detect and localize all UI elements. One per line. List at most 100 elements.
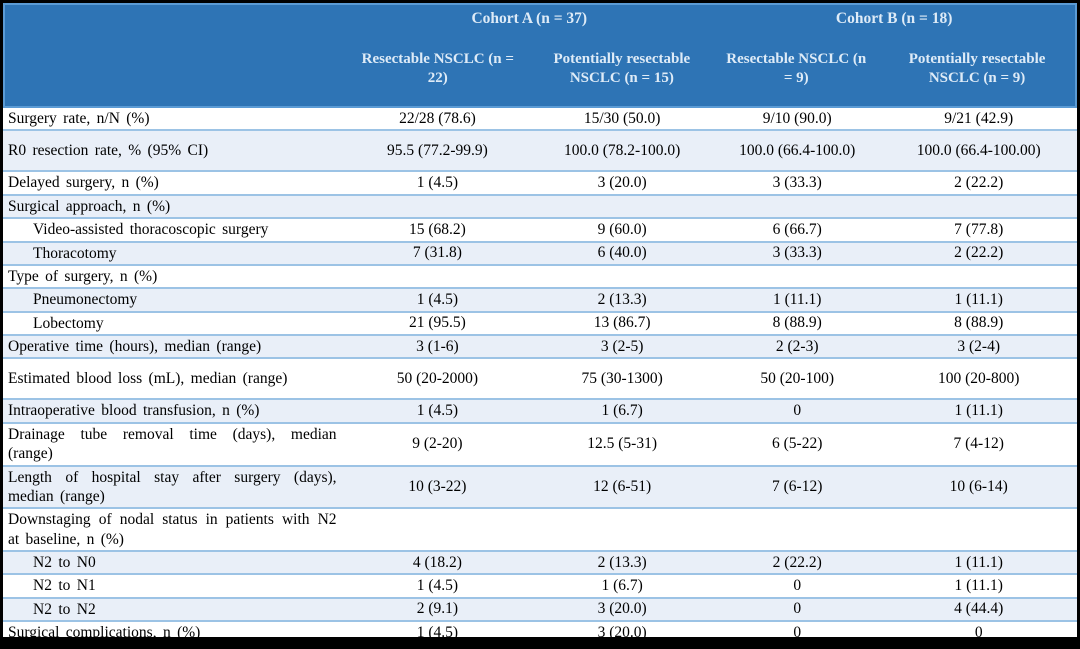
- row-value-cohort-a-potentially: 3 (20.0): [597, 600, 647, 618]
- row-value-cohort-b-resectable: 2 (2-3): [775, 337, 819, 355]
- table-row: Type of surgery, n (%): [3, 263, 1077, 288]
- row-value-cohort-a-resectable: 4 (18.2): [412, 553, 462, 571]
- row-value-cohort-a-potentially: 3 (20.0): [597, 623, 647, 637]
- row-value-cohort-a-potentially: 1 (6.7): [601, 577, 643, 595]
- row-value-cohort-a-resectable: 1 (4.5): [416, 402, 459, 420]
- row-label: Intraoperative blood transfusion, n (%): [8, 402, 260, 420]
- row-value-cohort-b-resectable: 3 (33.3): [772, 244, 822, 262]
- row-label: N2 to N0: [33, 554, 96, 571]
- table-row: Delayed surgery, n (%) 1 (4.5) 3 (20.0) …: [3, 170, 1077, 194]
- row-value-cohort-a-potentially: 12.5 (5-31): [587, 435, 658, 453]
- row-value-cohort-b-potentially: 3 (2-4): [957, 337, 1001, 355]
- row-value-cohort-a-potentially: 3 (20.0): [597, 174, 647, 192]
- table-row: Pneumonectomy 1 (4.5) 2 (13.3) 1 (11.1) …: [3, 287, 1077, 311]
- row-label: Delayed surgery, n (%): [8, 174, 159, 192]
- row-label: Video-assisted thoracoscopic surgery: [33, 221, 269, 239]
- row-value-cohort-a-potentially: 12 (6-51): [593, 477, 652, 495]
- row-value-cohort-b-resectable: [714, 276, 880, 278]
- row-value-cohort-a-resectable: 3 (1-6): [416, 337, 459, 355]
- cohort-b-header: Cohort B (n = 18): [835, 9, 953, 27]
- row-value-cohort-a-resectable: 95.5 (77.2-99.9): [387, 141, 488, 159]
- row-value-cohort-b-resectable: [714, 205, 880, 207]
- column-header-potentially-resectable-a: Potentially resectable NSCLC (n = 15): [553, 51, 691, 86]
- surgery-outcomes-table: Cohort A (n = 37) Cohort B (n = 18) Rese…: [3, 3, 1077, 637]
- row-value-cohort-b-resectable: [714, 529, 880, 531]
- row-value-cohort-b-potentially: 100.0 (66.4-100.00): [916, 141, 1041, 159]
- row-value-cohort-b-potentially: [880, 529, 1077, 531]
- table-row: Video-assisted thoracoscopic surgery 15 …: [3, 217, 1077, 241]
- row-label: Surgery rate, n/N (%): [8, 110, 150, 127]
- row-value-cohort-b-potentially: 1 (11.1): [954, 553, 1003, 571]
- row-value-cohort-a-resectable: 2 (9.1): [416, 600, 459, 618]
- table-row: Length of hospital stay after surgery (d…: [3, 464, 1077, 508]
- row-value-cohort-b-potentially: 4 (44.4): [954, 600, 1004, 618]
- row-value-cohort-b-potentially: 9/21 (42.9): [944, 109, 1014, 127]
- row-value-cohort-a-resectable: 7 (31.8): [412, 244, 462, 262]
- row-value-cohort-b-resectable: 50 (20-100): [760, 369, 835, 387]
- row-label: N2 to N1: [33, 577, 96, 595]
- row-value-cohort-a-potentially: [530, 529, 714, 531]
- row-label: Lobectomy: [33, 314, 104, 332]
- column-header-row: Resectable NSCLC (n = 22) Potentially re…: [5, 32, 1075, 106]
- table-body: Surgery rate, n/N (%) 22/28 (78.6) 15/30…: [3, 108, 1077, 637]
- row-value-cohort-a-potentially: 6 (40.0): [597, 244, 647, 262]
- row-value-cohort-a-potentially: 1 (6.7): [601, 402, 643, 420]
- row-label: Surgical complications, n (%): [8, 624, 201, 637]
- row-value-cohort-b-potentially: 7 (4-12): [953, 435, 1004, 453]
- row-label: Operative time (hours), median (range): [8, 338, 262, 355]
- table-row: N2 to N0 4 (18.2) 2 (13.3) 2 (22.2) 1 (1…: [3, 550, 1077, 574]
- table-row: Drainage tube removal time (days), media…: [3, 421, 1077, 465]
- row-value-cohort-a-potentially: 15/30 (50.0): [583, 109, 661, 127]
- row-value-cohort-a-potentially: 13 (86.7): [593, 314, 651, 332]
- row-label: Pneumonectomy: [33, 291, 138, 309]
- row-value-cohort-a-potentially: 2 (13.3): [597, 553, 647, 571]
- row-value-cohort-a-resectable: 1 (4.5): [416, 623, 459, 637]
- row-value-cohort-a-potentially: [530, 205, 714, 207]
- row-value-cohort-b-resectable: 6 (5-22): [772, 435, 823, 453]
- row-value-cohort-a-resectable: 1 (4.5): [416, 290, 459, 308]
- row-value-cohort-a-potentially: [530, 276, 714, 278]
- row-value-cohort-a-resectable: [345, 276, 531, 278]
- row-value-cohort-b-potentially: [880, 205, 1077, 207]
- header-spacer: [5, 32, 345, 106]
- row-value-cohort-b-potentially: 7 (77.8): [954, 220, 1004, 238]
- row-value-cohort-a-potentially: 9 (60.0): [597, 220, 647, 238]
- row-value-cohort-a-resectable: 22/28 (78.6): [399, 109, 476, 127]
- table-row: R0 resection rate, % (95% CI) 95.5 (77.2…: [3, 129, 1077, 171]
- row-value-cohort-b-potentially: 8 (88.9): [954, 314, 1004, 332]
- row-label: Length of hospital stay after surgery (d…: [8, 468, 337, 505]
- row-value-cohort-a-resectable: [345, 205, 531, 207]
- row-value-cohort-b-resectable: 9/10 (90.0): [762, 109, 832, 127]
- row-value-cohort-b-resectable: 0: [793, 600, 802, 618]
- row-value-cohort-b-resectable: 7 (6-12): [772, 477, 823, 495]
- table-row: N2 to N1 1 (4.5) 1 (6.7) 0 1 (11.1): [3, 573, 1077, 597]
- row-value-cohort-a-resectable: 9 (2-20): [412, 435, 463, 453]
- row-label: Thoracotomy: [33, 244, 117, 262]
- row-value-cohort-a-resectable: [345, 529, 531, 531]
- row-label: Downstaging of nodal status in patients …: [8, 511, 337, 548]
- row-value-cohort-b-potentially: 100 (20-800): [938, 369, 1020, 387]
- row-value-cohort-b-potentially: 1 (11.1): [954, 577, 1003, 595]
- row-value-cohort-b-potentially: 2 (22.2): [954, 174, 1004, 192]
- table-row: Downstaging of nodal status in patients …: [3, 507, 1077, 550]
- row-value-cohort-b-potentially: 1 (11.1): [954, 402, 1003, 420]
- table-row: Lobectomy 21 (95.5) 13 (86.7) 8 (88.9) 8…: [3, 310, 1077, 334]
- table-header: Cohort A (n = 37) Cohort B (n = 18) Rese…: [3, 3, 1077, 108]
- table-row: Operative time (hours), median (range) 3…: [3, 334, 1077, 358]
- row-value-cohort-a-potentially: 2 (13.3): [597, 290, 647, 308]
- row-value-cohort-b-potentially: [880, 276, 1077, 278]
- table-row: Estimated blood loss (mL), median (range…: [3, 357, 1077, 399]
- cohort-header-row: Cohort A (n = 37) Cohort B (n = 18): [5, 5, 1075, 32]
- row-value-cohort-b-resectable: 100.0 (66.4-100.0): [739, 141, 856, 159]
- column-header-resectable-b: Resectable NSCLC (n = 9): [726, 51, 867, 86]
- row-label: Surgical approach, n (%): [8, 197, 171, 215]
- row-value-cohort-b-resectable: 2 (22.2): [772, 553, 822, 571]
- row-value-cohort-a-potentially: 100.0 (78.2-100.0): [564, 141, 681, 159]
- row-value-cohort-b-potentially: 2 (22.2): [954, 244, 1004, 262]
- table-row: Surgery rate, n/N (%) 22/28 (78.6) 15/30…: [3, 108, 1077, 130]
- row-label: Type of surgery, n (%): [8, 267, 158, 285]
- table-row: Intraoperative blood transfusion, n (%) …: [3, 398, 1077, 422]
- column-header-resectable-a: Resectable NSCLC (n = 22): [361, 51, 514, 86]
- row-label: N2 to N2: [33, 600, 96, 618]
